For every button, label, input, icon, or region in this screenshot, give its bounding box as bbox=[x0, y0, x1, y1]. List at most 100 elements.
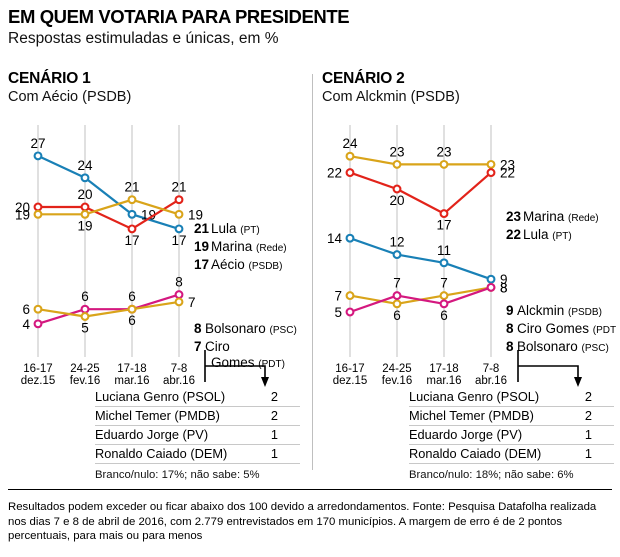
value-label: 11 bbox=[437, 243, 451, 258]
value-label: 6 bbox=[128, 313, 136, 328]
scenario-2-others: Luciana Genro (PSOL) 2 Michel Temer (PMDB)… bbox=[409, 388, 614, 481]
scenario-1-blank-note: Branco/nulo: 17%; não sabe: 5% bbox=[95, 469, 260, 481]
series-line-lula bbox=[348, 171, 493, 215]
column-divider bbox=[312, 74, 313, 470]
value-label: 4 bbox=[22, 317, 30, 332]
legend-item-bolsonaro: 8 Bolsonaro (PSC) bbox=[506, 339, 609, 354]
value-label: 6 bbox=[128, 289, 136, 304]
value-label: 19 bbox=[188, 207, 203, 222]
axis-tick-top-2: 17-18 bbox=[429, 363, 458, 375]
footnote: Resultados podem exceder ou ficar abaixo… bbox=[8, 501, 597, 543]
series-point-aécio-0 bbox=[33, 151, 43, 161]
value-label: 14 bbox=[327, 231, 343, 246]
candidate-name: Eduardo Jorge (PV) bbox=[95, 425, 244, 445]
scenario-1-others: Luciana Genro (PSOL) 2 Michel Temer (PMDB)… bbox=[95, 388, 300, 481]
series-point-ciro-gomes-1 bbox=[392, 299, 402, 309]
series-line-bolsonaro bbox=[36, 293, 181, 325]
value-label: 21 bbox=[124, 180, 139, 195]
legend-name: Aécio (PSDB) bbox=[211, 257, 282, 272]
legend-name: Marina (Rede) bbox=[523, 209, 599, 224]
scenario-1-bracket-arrow bbox=[203, 349, 273, 389]
series-point-alckmin-3 bbox=[486, 274, 496, 284]
series-point-lula-3 bbox=[486, 168, 496, 178]
value-label: 20 bbox=[77, 187, 92, 202]
candidate-name: Luciana Genro (PSOL) bbox=[409, 388, 558, 407]
value-label: 27 bbox=[30, 136, 45, 151]
table-row: Luciana Genro (PSOL) 2 bbox=[95, 388, 300, 407]
series-point-lula-0 bbox=[33, 202, 43, 212]
series-point-ciro-gomes-0 bbox=[33, 304, 43, 314]
scenario-2-chart: 24 23 23 23 22 20 17 22 14 12 11 9 7 6 7 8 5 7 6 8 16-17 dez.… bbox=[322, 117, 616, 387]
scenario-1-column: CENÁRIO 1 Com Aécio (PSDB) 27 24 19 17 20 20 1… bbox=[8, 70, 308, 387]
candidate-value: 2 bbox=[558, 406, 614, 426]
value-label: 6 bbox=[81, 289, 89, 304]
scenario-1-title: CENÁRIO 1 bbox=[8, 70, 91, 87]
scenario-2-blank-note: Branco/nulo: 18%; não sabe: 6% bbox=[409, 469, 574, 481]
value-label: 20 bbox=[15, 200, 30, 215]
series-point-marina-1 bbox=[392, 159, 402, 169]
scenario-2-title: CENÁRIO 2 bbox=[322, 70, 405, 87]
axis-tick-bottom-3: abr.16 bbox=[163, 375, 195, 387]
candidate-value: 1 bbox=[558, 444, 614, 464]
series-point-aécio-3 bbox=[174, 224, 184, 234]
candidate-name: Ronaldo Caiado (DEM) bbox=[409, 444, 558, 464]
legend-party: (PDT) bbox=[258, 359, 285, 370]
series-line-alckmin bbox=[348, 237, 493, 281]
value-label: 12 bbox=[389, 235, 404, 250]
legend-item-aécio: 17 Aécio (PSDB) bbox=[194, 257, 282, 272]
table-row: Eduardo Jorge (PV) 1 bbox=[409, 425, 614, 445]
others-table: Luciana Genro (PSOL) 2 Michel Temer (PMDB)… bbox=[95, 388, 300, 464]
legend-name: Alckmin (PSDB) bbox=[517, 303, 602, 318]
candidate-value: 2 bbox=[558, 388, 614, 407]
candidate-value: 1 bbox=[558, 425, 614, 445]
series-point-marina-0 bbox=[345, 151, 355, 161]
legend-name: Bolsonaro (PSC) bbox=[517, 339, 609, 354]
axis-tick-top-3: 7-8 bbox=[483, 363, 500, 375]
value-label: 17 bbox=[436, 218, 451, 233]
candidate-name: Luciana Genro (PSOL) bbox=[95, 388, 244, 407]
page-title: EM QUEM VOTARIA PARA PRESIDENTE bbox=[8, 6, 350, 27]
value-label: 6 bbox=[440, 308, 448, 323]
legend-name: Bolsonaro (PSC) bbox=[205, 321, 297, 336]
axis-tick-bottom-1: fev.16 bbox=[382, 375, 412, 387]
legend-name: Lula (PT) bbox=[523, 227, 572, 242]
legend-value: 19 bbox=[194, 239, 209, 254]
candidate-name: Michel Temer (PMDB) bbox=[409, 406, 558, 426]
legend-party: (Rede) bbox=[256, 243, 287, 254]
series-point-alckmin-0 bbox=[345, 233, 355, 243]
legend-item-lula: 21 Lula (PT) bbox=[194, 221, 260, 236]
legend-party: (PSDB) bbox=[568, 307, 602, 318]
candidate-name: Ronaldo Caiado (DEM) bbox=[95, 444, 244, 464]
series-point-ciro-gomes-3 bbox=[174, 297, 184, 307]
series-point-marina-1 bbox=[80, 209, 90, 219]
series-point-bolsonaro-1 bbox=[80, 304, 90, 314]
series-point-lula-1 bbox=[392, 184, 402, 194]
value-label: 7 bbox=[440, 276, 448, 291]
series-line-bolsonaro bbox=[348, 286, 493, 314]
table-row: Ronaldo Caiado (DEM) 1 bbox=[95, 444, 300, 464]
value-label: 17 bbox=[171, 233, 186, 248]
table-row: Ronaldo Caiado (DEM) 1 bbox=[409, 444, 614, 464]
candidate-value: 1 bbox=[244, 425, 300, 445]
others-table: Luciana Genro (PSOL) 2 Michel Temer (PMDB)… bbox=[409, 388, 614, 464]
series-point-bolsonaro-1 bbox=[392, 291, 402, 301]
series-point-marina-3 bbox=[174, 209, 184, 219]
legend-value: 17 bbox=[194, 257, 209, 272]
legend-value: 8 bbox=[194, 321, 202, 336]
scenario-2-subtitle: Com Alckmin (PSDB) bbox=[322, 89, 460, 105]
series-point-lula-0 bbox=[345, 168, 355, 178]
legend-value: 7 bbox=[194, 339, 202, 354]
value-label: 8 bbox=[500, 280, 508, 295]
scenario-2-bracket-arrow bbox=[516, 349, 586, 389]
axis-tick-bottom-2: mar.16 bbox=[426, 375, 461, 387]
series-point-bolsonaro-2 bbox=[439, 299, 449, 309]
series-point-lula-3 bbox=[174, 195, 184, 205]
value-label: 19 bbox=[15, 207, 30, 222]
series-point-lula-2 bbox=[439, 209, 449, 219]
axis-tick-top-1: 24-25 bbox=[382, 363, 411, 375]
value-label: 17 bbox=[124, 233, 139, 248]
value-label: 24 bbox=[342, 136, 358, 151]
